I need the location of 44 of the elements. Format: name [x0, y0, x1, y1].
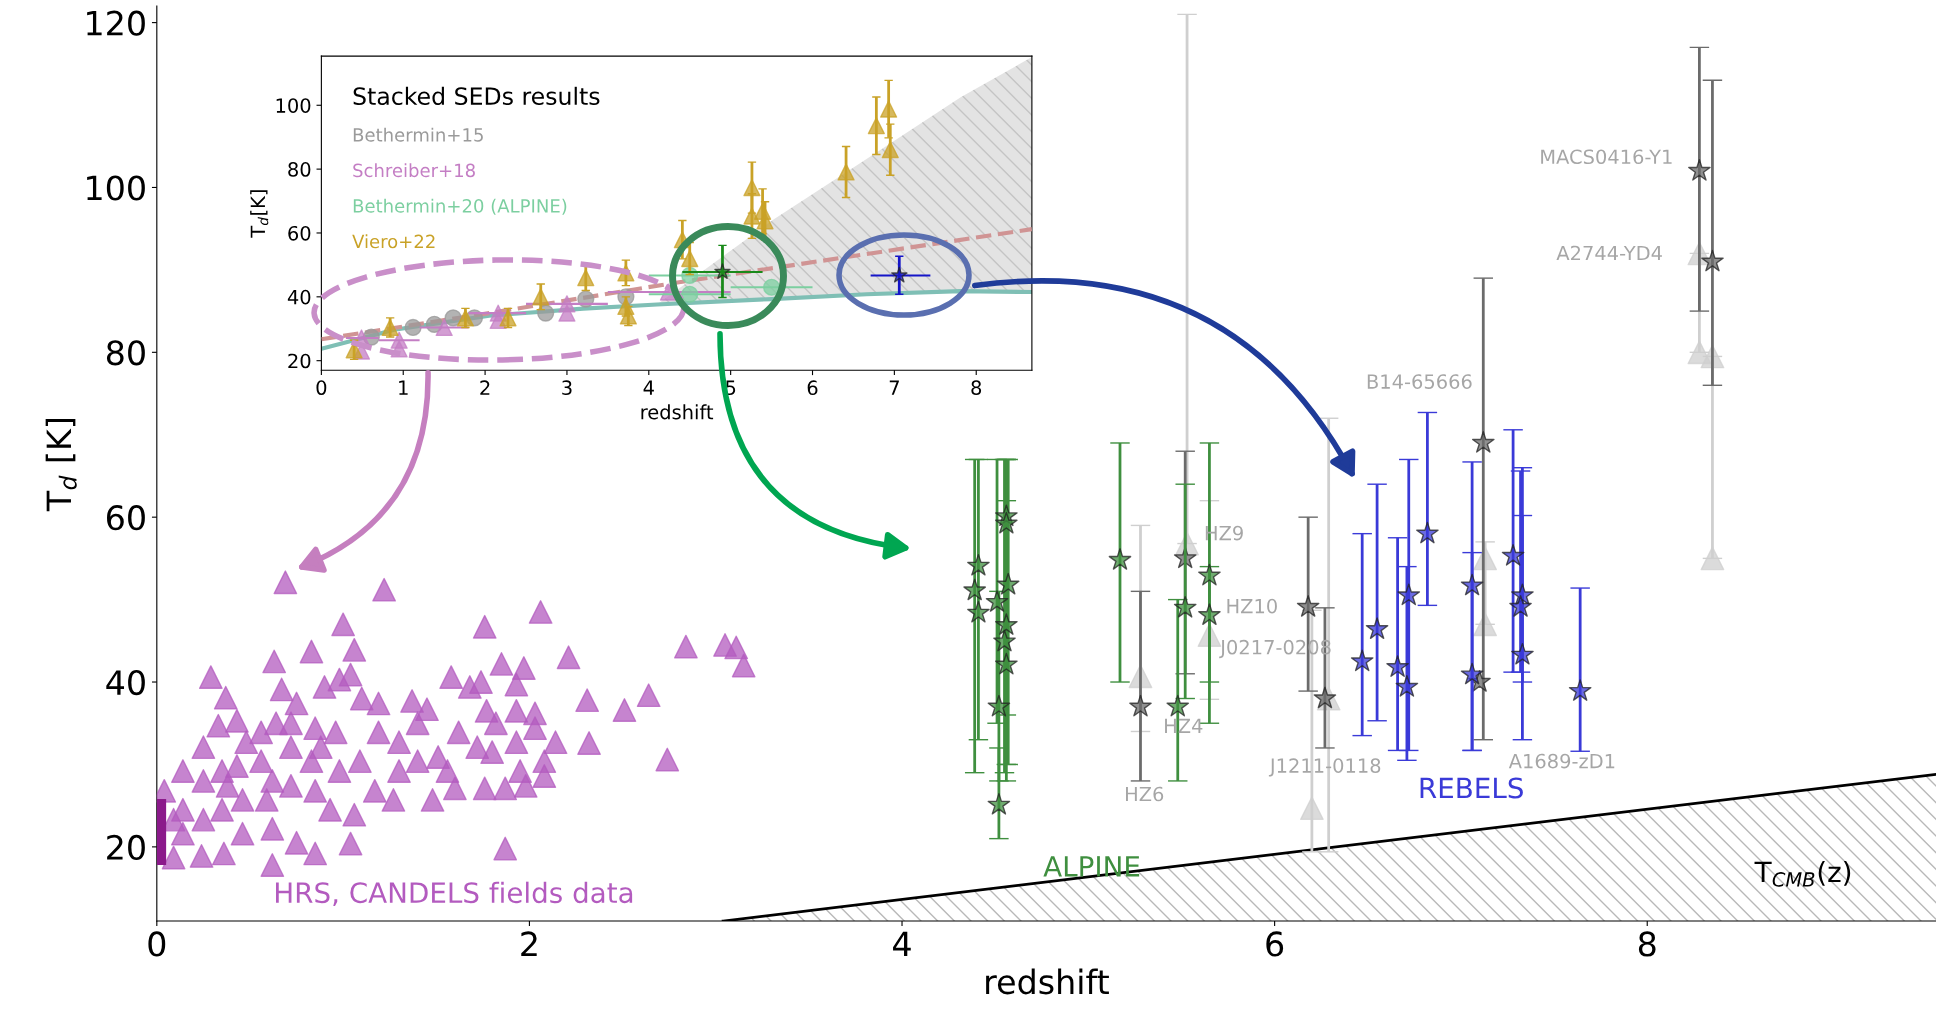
text: Bethermin+20 (ALPINE)	[353, 198, 567, 215]
x-tick-label: 3	[562, 380, 572, 396]
series-label: T$_{CMB}$(z)	[1754, 860, 1851, 887]
legend-title: Stacked SEDs results	[353, 86, 600, 106]
y-tick-label: 40	[287, 289, 311, 305]
text: Schreiber+18	[353, 163, 475, 178]
annotation: A2744-YD4	[1556, 245, 1662, 261]
y-axis-title: T$_{d}$[K]	[250, 190, 269, 238]
annotation: B14-65666	[1367, 374, 1472, 389]
y-tick-label: 60	[107, 505, 145, 531]
x-axis-title: redshift	[641, 404, 714, 420]
y-tick-label: 120	[87, 10, 145, 36]
x-tick-label: 0	[316, 380, 327, 396]
x-axis-title: redshift	[986, 968, 1109, 995]
y-tick-label: 100	[87, 175, 145, 201]
x-tick-label: 4	[893, 931, 911, 957]
annotation: HZ10	[1227, 598, 1277, 614]
x-tick-label: 8	[971, 380, 982, 396]
x-tick-label: 2	[521, 931, 537, 957]
x-tick-label: 4	[643, 380, 654, 395]
y-tick-label: 100	[276, 98, 311, 113]
annotation: HZ6	[1126, 786, 1164, 802]
text: Bethermin+15	[353, 127, 483, 142]
y-tick-label: 40	[106, 669, 145, 696]
y-tick-label: 20	[107, 834, 145, 861]
y-tick-label: 60	[288, 225, 311, 241]
text: Viero+22	[352, 234, 435, 249]
text: REBELS	[1420, 777, 1523, 799]
x-tick-label: 0	[148, 931, 166, 957]
y-tick-label: 80	[288, 162, 311, 177]
annotation: MACS0416-Y1	[1541, 149, 1672, 165]
x-tick-label: 6	[807, 380, 818, 396]
x-tick-label: 8	[1638, 931, 1656, 957]
x-tick-label: 6	[1266, 931, 1284, 957]
annotation: A1689-zD1	[1508, 753, 1615, 769]
series-label: HRS, CANDELS fields data	[276, 881, 633, 907]
x-tick-label: 1	[399, 380, 408, 395]
x-tick-label: 2	[480, 380, 490, 395]
y-axis-title: T$_{d}$ [K]	[45, 419, 77, 512]
annotation: J1211-0118	[1268, 758, 1381, 777]
y-tick-label: 20	[288, 353, 311, 369]
y-tick-label: 80	[106, 340, 145, 366]
x-tick-label: 7	[889, 380, 899, 395]
text: ALPINE	[1043, 856, 1140, 877]
